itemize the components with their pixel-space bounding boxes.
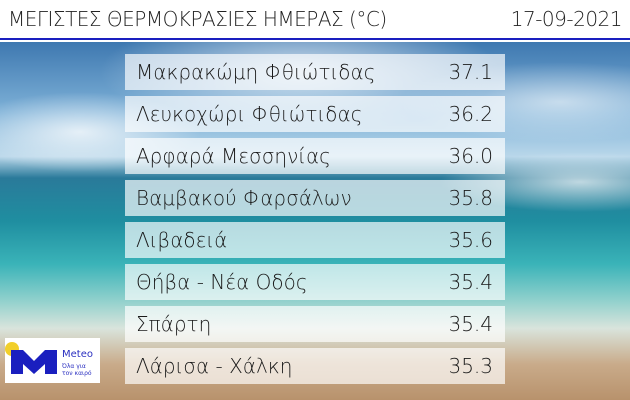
list-item: Λάρισα - Χάλκη 35.3 [125, 348, 505, 384]
temperature-list: Μακρακώμη Φθιώτιδας 37.1 Λευκοχώρι Φθιώτι… [125, 54, 505, 390]
list-item: Λιβαδειά 35.6 [125, 222, 505, 258]
temperature: 36.2 [448, 102, 493, 126]
m-logo-icon [11, 350, 57, 374]
list-item: Μακρακώμη Φθιώτιδας 37.1 [125, 54, 505, 90]
logo-tagline: Όλα για τον καιρό [62, 363, 92, 377]
location: Αρφαρά Μεσσηνίας [136, 144, 331, 168]
location: Μακρακώμη Φθιώτιδας [136, 60, 376, 84]
date: 17-09-2021 [510, 7, 623, 31]
temperature: 37.1 [448, 60, 493, 84]
logo-brand: Meteo [62, 349, 93, 360]
list-item: Βαμβακού Φαρσάλων 35.8 [125, 180, 505, 216]
location: Λευκοχώρι Φθιώτιδας [136, 102, 363, 126]
page-title: ΜΕΓΙΣΤΕΣ ΘΕΡΜΟΚΡΑΣΙΕΣ ΗΜΕΡΑΣ (°C) [8, 7, 387, 31]
temperature: 35.3 [448, 354, 493, 378]
location: Λιβαδειά [136, 228, 228, 252]
location: Θήβα - Νέα Οδός [136, 270, 308, 294]
list-item: Αρφαρά Μεσσηνίας 36.0 [125, 138, 505, 174]
location: Βαμβακού Φαρσάλων [136, 186, 352, 210]
list-item: Σπάρτη 35.4 [125, 306, 505, 342]
temperature: 35.4 [448, 270, 493, 294]
location: Σπάρτη [136, 312, 212, 336]
header: ΜΕΓΙΣΤΕΣ ΘΕΡΜΟΚΡΑΣΙΕΣ ΗΜΕΡΑΣ (°C) 17-09-… [0, 0, 630, 40]
temperature: 35.6 [448, 228, 493, 252]
temperature: 35.4 [448, 312, 493, 336]
meteo-logo: Meteo Όλα για τον καιρό [5, 338, 100, 383]
list-item: Λευκοχώρι Φθιώτιδας 36.2 [125, 96, 505, 132]
temperature: 36.0 [448, 144, 493, 168]
temperature: 35.8 [448, 186, 493, 210]
location: Λάρισα - Χάλκη [136, 354, 293, 378]
list-item: Θήβα - Νέα Οδός 35.4 [125, 264, 505, 300]
